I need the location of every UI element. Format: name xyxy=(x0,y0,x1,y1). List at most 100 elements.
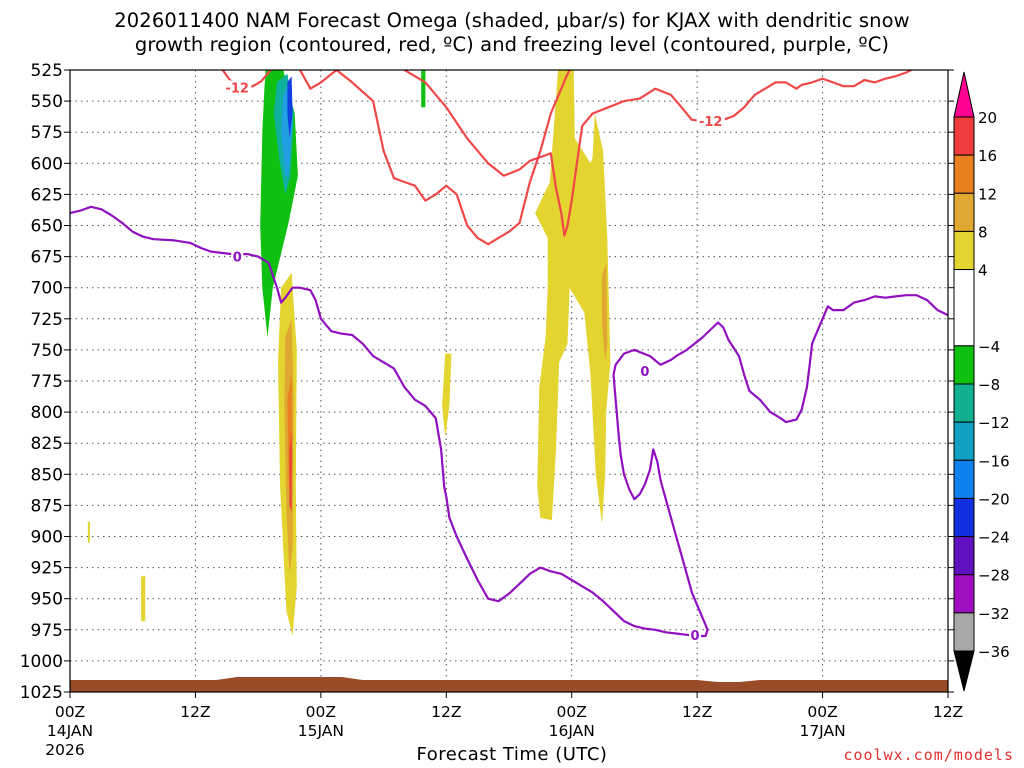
y-tick-label: 850 xyxy=(31,465,63,485)
chart-title-line-2: growth region (contoured, red, ºC) and f… xyxy=(134,33,890,56)
x-tick-label: 00Z xyxy=(807,703,837,721)
omega-region xyxy=(141,576,146,622)
dendritic-12c-contour xyxy=(403,70,912,237)
y-tick-label: 650 xyxy=(31,217,63,237)
omega-region xyxy=(287,76,293,139)
omega-region xyxy=(535,70,611,525)
freezing-level-label: 0 xyxy=(233,251,242,266)
x-tick-date: 14JAN xyxy=(47,722,93,740)
y-tick-label: 875 xyxy=(31,496,63,516)
freezing-level-label-bg xyxy=(231,249,244,264)
x-tick-label: 00Z xyxy=(306,703,336,721)
y-tick-label: 725 xyxy=(31,310,63,330)
colorbar-tick-label: −36 xyxy=(978,643,1010,661)
colorbar-tick-label: 12 xyxy=(978,185,997,203)
colorbar-band xyxy=(953,383,975,423)
y-tick-label: 700 xyxy=(31,279,63,299)
colorbar-tick-label: −8 xyxy=(978,376,1000,394)
colorbar-band xyxy=(953,192,975,232)
colorbar-band xyxy=(953,116,975,156)
dendritic-12c-label-bg xyxy=(223,80,252,95)
colorbar-tick-label: −32 xyxy=(978,605,1010,623)
colorbar-band xyxy=(953,497,975,538)
omega-region xyxy=(602,262,608,363)
x-tick-date: 15JAN xyxy=(298,722,344,740)
colorbar-tick-label: −12 xyxy=(978,414,1010,432)
y-tick-label: 825 xyxy=(31,434,63,454)
x-tick-date: 16JAN xyxy=(549,722,595,740)
colorbar-tick-label: −4 xyxy=(978,338,1000,356)
colorbar-band xyxy=(953,574,975,614)
y-tick-label: 975 xyxy=(31,621,63,641)
colorbar-band xyxy=(953,154,975,194)
colorbar-tick-label: −20 xyxy=(978,490,1010,508)
y-tick-label: 1000 xyxy=(20,652,63,672)
colorbar-band xyxy=(953,421,975,461)
x-tick-label: 12Z xyxy=(933,703,963,721)
colorbar-band xyxy=(953,269,975,347)
x-tick-label: 12Z xyxy=(682,703,712,721)
colorbar-band xyxy=(953,230,975,271)
x-tick-label: 12Z xyxy=(431,703,461,721)
y-tick-label: 575 xyxy=(31,123,63,143)
colorbar-band xyxy=(953,536,975,576)
surface-terrain xyxy=(70,677,948,692)
plot-frame xyxy=(69,69,949,693)
colorbar-band xyxy=(953,459,975,499)
contour-labels: -12 -12 0 0 0 xyxy=(223,80,725,644)
omega-shading xyxy=(87,70,611,636)
y-tick-label: 550 xyxy=(31,92,63,112)
y-tick-label: 775 xyxy=(31,372,63,392)
colorbar-tick-label: 20 xyxy=(978,109,997,127)
colorbar-tick-label: −16 xyxy=(978,452,1010,470)
freezing-level-label: 0 xyxy=(691,629,700,644)
colorbar: 20 16 12 8 4 −4 −8 −12 −16 −20 −24 −28 −32 −36 xyxy=(953,71,1010,692)
x-tick-date: 17JAN xyxy=(799,722,845,740)
colorbar-bottom-triangle xyxy=(953,650,975,692)
omega-region xyxy=(87,521,90,543)
plot-border xyxy=(69,69,949,693)
credit-text[interactable]: coolwx.com/models xyxy=(843,746,1014,764)
grid xyxy=(70,70,948,692)
colorbar-tick-label: 8 xyxy=(978,223,988,241)
colorbar-band xyxy=(953,345,975,385)
y-tick-label: 600 xyxy=(31,154,63,174)
dendritic-12c-contour xyxy=(299,70,338,90)
omega-region xyxy=(289,430,292,512)
y-tick-label: 525 xyxy=(31,61,63,81)
y-tick-label: 800 xyxy=(31,403,63,423)
colorbar-tick-label: −28 xyxy=(978,567,1010,585)
freezing-level-label-bg xyxy=(638,364,651,379)
omega-region xyxy=(442,353,452,437)
freezing-level-label: 0 xyxy=(640,365,649,380)
freezing-level-contour xyxy=(70,205,948,638)
y-tick-label: 625 xyxy=(31,185,63,205)
dendritic-12c-label-bg xyxy=(696,114,725,129)
colorbar-top-triangle xyxy=(953,71,975,118)
dendritic-12c-label: -12 xyxy=(699,115,723,130)
colorbar-tick-label: −24 xyxy=(978,529,1010,547)
dendritic-12c-contour xyxy=(335,70,571,246)
y-tick-label: 950 xyxy=(31,590,63,610)
colorbar-tick-label: 4 xyxy=(978,262,988,280)
y-tick-label: 675 xyxy=(31,248,63,268)
y-tick-label: 925 xyxy=(31,559,63,579)
y-axis: 525 550 575 600 625 650 675 700 725 750 775 800 825 8… xyxy=(20,61,954,703)
y-tick-label: 1025 xyxy=(20,683,63,703)
freezing-level-label-bg xyxy=(689,627,702,642)
contour-lines xyxy=(70,70,948,638)
dendritic-12c-label: -12 xyxy=(225,81,249,96)
colorbar-tick-label: 16 xyxy=(978,147,997,165)
x-tick-label: 00Z xyxy=(557,703,587,721)
chart-title-line-1: 2026011400 NAM Forecast Omega (shaded, μ… xyxy=(114,9,910,32)
colorbar-band xyxy=(953,612,975,652)
y-tick-label: 900 xyxy=(31,528,63,548)
x-tick-label: 12Z xyxy=(180,703,210,721)
x-tick-label: 00Z xyxy=(55,703,85,721)
terrain-band xyxy=(70,677,948,692)
omega-region xyxy=(421,70,426,108)
x-axis-title: Forecast Time (UTC) xyxy=(416,744,608,765)
x-tick-year: 2026 xyxy=(45,741,84,759)
